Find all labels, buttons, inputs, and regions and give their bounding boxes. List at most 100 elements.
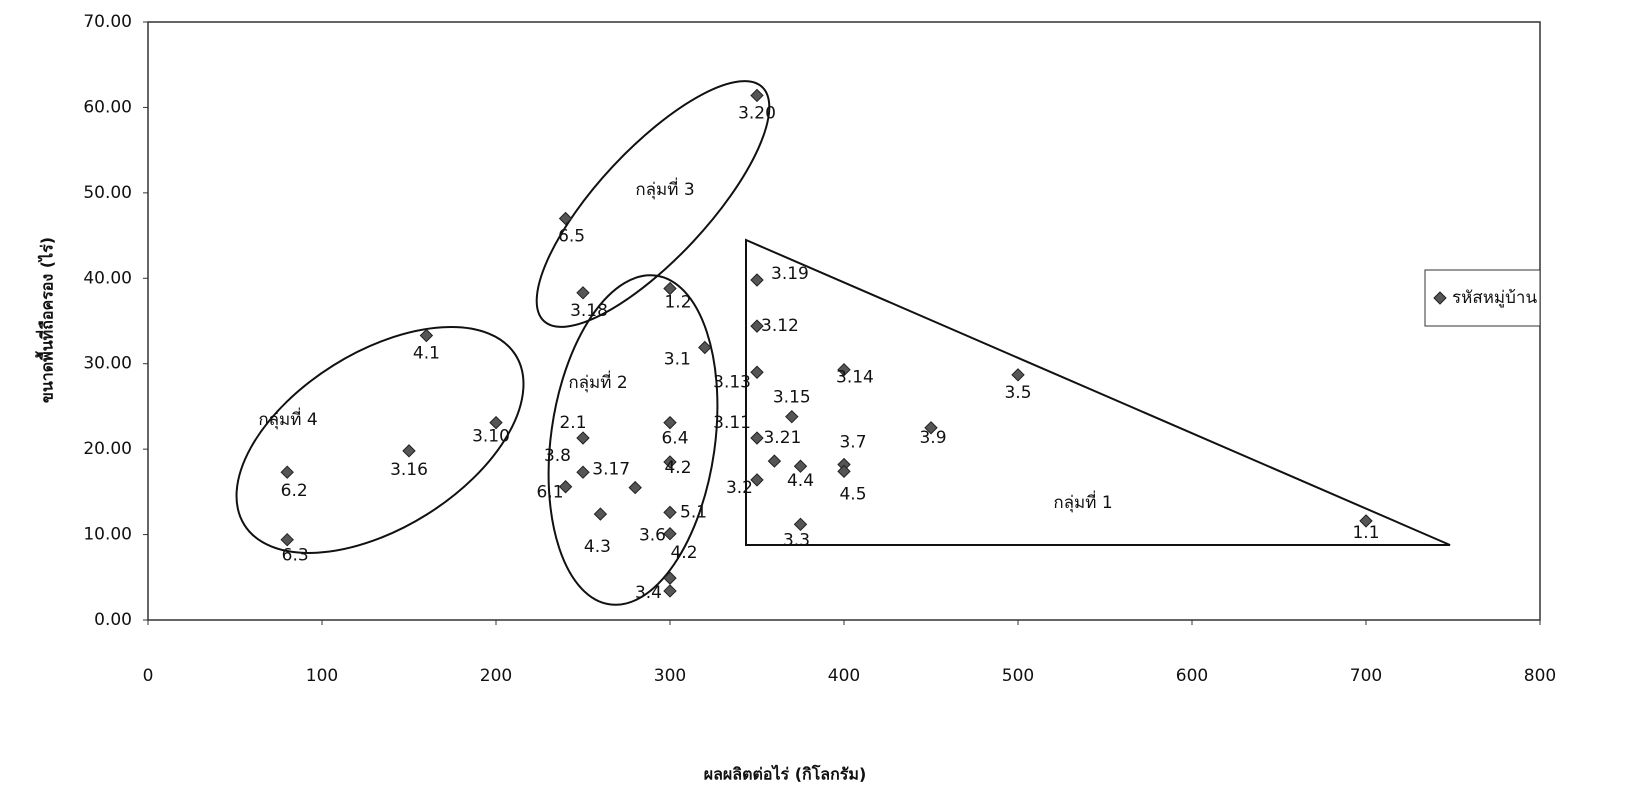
point xyxy=(698,340,712,355)
point-label: 3.7 xyxy=(839,433,866,453)
group-label: กลุ่มที่ 1 xyxy=(1053,490,1112,513)
point xyxy=(750,365,764,379)
x-tick-label: 200 xyxy=(480,666,512,686)
point-label: 4.2 xyxy=(670,543,697,563)
point xyxy=(628,480,642,495)
point xyxy=(576,286,590,300)
point xyxy=(793,517,808,532)
y-tick-label: 40.00 xyxy=(83,268,132,288)
point-label: 3.11 xyxy=(713,413,751,433)
point xyxy=(767,454,782,468)
point-label: 3.16 xyxy=(390,460,428,480)
point xyxy=(663,571,677,585)
point xyxy=(280,465,294,479)
point xyxy=(558,480,573,494)
point-label: 3.15 xyxy=(773,388,811,408)
x-axis-title: ผลผลิตต่อไร่ (กิโลกรัม) xyxy=(704,764,867,784)
legend-marker xyxy=(1433,291,1447,305)
point-label: 3.9 xyxy=(919,428,946,448)
point-label: 3.17 xyxy=(592,460,630,480)
y-tick-label: 20.00 xyxy=(83,439,132,459)
point-label: 3.3 xyxy=(783,530,810,550)
point-label: 6.1 xyxy=(537,483,564,503)
point xyxy=(1011,368,1025,382)
point xyxy=(750,88,764,103)
group-label: กลุ่มที่ 4 xyxy=(258,407,317,430)
point-label: 4.3 xyxy=(584,537,611,557)
point-label: 6.4 xyxy=(661,429,688,449)
x-tick-label: 700 xyxy=(1350,666,1382,686)
point xyxy=(924,421,938,435)
point xyxy=(663,281,677,296)
point-label: 3.13 xyxy=(713,372,751,392)
point-label: 3.1 xyxy=(664,349,691,369)
y-tick-label: 0.00 xyxy=(94,610,132,630)
point xyxy=(489,415,503,430)
y-axis-title: ขนาดพื้นที่ถือครอง (ไร่) xyxy=(35,237,57,403)
point-label: 5.1 xyxy=(680,502,707,522)
point-label: 1.1 xyxy=(1352,523,1379,543)
x-tick-label: 100 xyxy=(306,666,338,686)
legend-label: รหัสหมู่บ้าน xyxy=(1452,288,1537,308)
x-tick-label: 800 xyxy=(1524,666,1556,686)
point xyxy=(663,584,677,598)
point xyxy=(402,444,416,458)
point xyxy=(750,431,764,445)
point-label: 3.2 xyxy=(726,478,753,498)
point xyxy=(837,362,851,377)
point-label: 2.1 xyxy=(559,413,586,433)
point-label: 3.20 xyxy=(738,103,776,123)
point-label: 3.5 xyxy=(1004,383,1031,403)
group-4-ellipse xyxy=(235,326,525,554)
y-tick-label: 70.00 xyxy=(83,12,132,32)
group-2-ellipse xyxy=(547,274,719,606)
point-label: 6.5 xyxy=(558,226,585,246)
point xyxy=(558,211,573,226)
point xyxy=(663,455,677,469)
point xyxy=(576,465,590,479)
point-label: 3.21 xyxy=(763,428,801,448)
y-tick-label: 30.00 xyxy=(83,354,132,374)
point-label: 3.18 xyxy=(570,301,608,321)
point-label: 1.2 xyxy=(664,293,691,313)
y-tick-label: 50.00 xyxy=(83,183,132,203)
point xyxy=(663,505,677,520)
x-tick-label: 600 xyxy=(1176,666,1208,686)
point xyxy=(663,527,677,541)
point-label: 3.12 xyxy=(761,316,799,336)
y-tick-label: 10.00 xyxy=(83,525,132,545)
x-tick-label: 500 xyxy=(1002,666,1034,686)
group-label: กลุ่มที่ 3 xyxy=(635,177,694,200)
point xyxy=(793,459,808,473)
point xyxy=(593,507,608,521)
point-label: 6.3 xyxy=(282,546,309,566)
point-label: 4.5 xyxy=(839,484,866,504)
point-label: 3.6 xyxy=(639,526,666,546)
point xyxy=(280,532,294,547)
x-tick-label: 400 xyxy=(828,666,860,686)
x-tick-label: 300 xyxy=(654,666,686,686)
point-label: 3.8 xyxy=(544,446,571,466)
point-label: 4.1 xyxy=(413,344,440,364)
point xyxy=(750,273,764,287)
point xyxy=(837,464,851,479)
point-label: 3.19 xyxy=(771,264,809,284)
x-tick-label: 0 xyxy=(143,666,154,686)
group-label: กลุ่มที่ 2 xyxy=(568,370,627,393)
point xyxy=(576,431,590,445)
point xyxy=(1359,514,1373,528)
point-label: 6.2 xyxy=(281,481,308,501)
point xyxy=(750,319,764,333)
y-tick-label: 60.00 xyxy=(83,97,132,117)
group-3-ellipse xyxy=(535,80,771,328)
point-label: 4.4 xyxy=(787,471,814,491)
point xyxy=(750,473,764,487)
point xyxy=(785,409,799,424)
plot-area xyxy=(147,21,1541,621)
point xyxy=(419,328,434,343)
point-label: 4.2 xyxy=(664,458,691,478)
point xyxy=(663,415,677,430)
group-1-triangle xyxy=(745,238,1451,546)
